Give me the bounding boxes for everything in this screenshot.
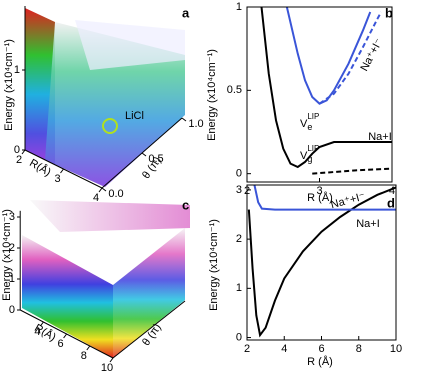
x-tick-label: 10	[101, 362, 113, 371]
annotation: Na+I	[356, 218, 380, 230]
series-line	[253, 185, 396, 211]
x-tick-label: 3	[316, 185, 322, 197]
x-tick-label: 6	[58, 338, 64, 350]
y-tick-label: 1	[236, 282, 242, 294]
x-tick-label: 4	[281, 343, 287, 355]
panel-label: b	[385, 5, 393, 20]
x-tick	[109, 357, 114, 363]
potential-sup: LIP	[307, 144, 319, 153]
y-tick-label: 1	[236, 1, 242, 13]
annotation: Na+I	[368, 131, 392, 143]
potential-sub: e	[307, 122, 312, 132]
potential-base: V	[300, 150, 308, 162]
y-tick	[181, 117, 187, 122]
series-line	[285, 7, 372, 105]
series-line	[247, 186, 396, 338]
z-tick-label: 0	[9, 304, 15, 316]
z-axis-label: Energy (x10⁴cm⁻¹)	[1, 209, 13, 301]
y-tick-label: 0.5	[227, 84, 242, 96]
potential-base: V	[300, 118, 308, 130]
x-tick	[60, 168, 64, 174]
x-tick	[86, 345, 91, 351]
surface-c	[22, 200, 190, 358]
x-axis-label: R (Å)	[307, 355, 333, 368]
x-tick-label: 3	[54, 173, 60, 185]
x-tick-label: 4	[93, 192, 99, 204]
x-tick-label: 2	[16, 154, 22, 166]
panel-label: d	[387, 195, 395, 210]
potential-label: VgLIP	[300, 144, 319, 164]
series-line	[312, 167, 392, 175]
x-tick-label: 4	[389, 185, 395, 197]
x-tick	[40, 321, 44, 327]
y-tick	[101, 187, 107, 192]
annotation: Na⁺+I⁻	[329, 191, 366, 212]
x-tick	[63, 333, 67, 339]
z-tick-label: 2	[9, 242, 15, 254]
x-tick-label: 6	[318, 343, 324, 355]
y-tick-label: 3	[236, 184, 242, 196]
y-tick-label: 2	[236, 233, 242, 245]
z-tick-label: 3	[9, 211, 15, 223]
x-tick-label: 8	[356, 343, 362, 355]
y-tick-label: 0	[236, 168, 242, 180]
x-tick-label: 10	[390, 343, 402, 355]
axis-edge	[112, 300, 186, 359]
y-axis-label: Energy (x10⁴cm⁻¹)	[206, 49, 218, 141]
x-tick-label: 2	[244, 343, 250, 355]
panel-label: c	[182, 197, 189, 212]
y-tick-label: 1.0	[188, 118, 203, 130]
x-tick	[98, 187, 103, 193]
x-tick-label: 8	[81, 350, 87, 362]
z-axis-label: Energy (x10⁴cm⁻¹)	[3, 39, 15, 131]
series-line	[260, 7, 392, 169]
x-tick-label: 4	[34, 326, 40, 338]
potential-label: VeLIP	[300, 112, 319, 132]
panel-label: a	[182, 5, 190, 20]
z-tick-label: 1	[14, 64, 20, 76]
annotation: LiCl	[125, 110, 144, 122]
potential-sub: g	[307, 154, 312, 164]
z-tick-label: 1	[9, 273, 15, 285]
y-tick-label: 0.0	[108, 188, 123, 200]
x-axis-label: R (Å)	[307, 191, 333, 204]
series-line	[318, 11, 383, 105]
annotation: Na⁺+I⁻	[358, 36, 385, 73]
y-tick-label: 0	[236, 331, 242, 343]
y-tick-label: 0.5	[148, 153, 163, 165]
potential-sup: LIP	[307, 112, 319, 121]
z-tick-label: 0	[14, 144, 20, 156]
y-tick	[141, 152, 147, 157]
y-axis-label: Energy (x10⁴cm⁻¹)	[208, 219, 220, 311]
x-tick	[21, 149, 26, 155]
